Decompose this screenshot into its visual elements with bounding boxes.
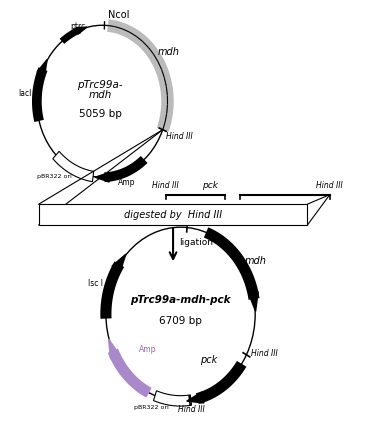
- Text: Amp: Amp: [139, 345, 156, 354]
- Text: ligation: ligation: [179, 238, 213, 247]
- Text: NcoI: NcoI: [108, 10, 130, 20]
- Polygon shape: [53, 151, 94, 182]
- Text: Hind III: Hind III: [152, 181, 179, 190]
- Text: mdh: mdh: [244, 256, 267, 266]
- Polygon shape: [249, 291, 258, 312]
- FancyBboxPatch shape: [39, 204, 308, 225]
- Text: lacI: lacI: [18, 89, 32, 98]
- Text: ptrc: ptrc: [71, 22, 86, 31]
- Text: Hind III: Hind III: [178, 406, 205, 414]
- Text: pck: pck: [202, 181, 218, 190]
- Polygon shape: [76, 27, 87, 34]
- Text: digested by  Hind III: digested by Hind III: [124, 210, 222, 219]
- Text: Hind III: Hind III: [167, 132, 193, 141]
- Text: pBR322 ori: pBR322 ori: [37, 174, 72, 179]
- Text: pTrc99a-: pTrc99a-: [77, 80, 123, 90]
- Polygon shape: [109, 339, 120, 359]
- Text: mdh: mdh: [89, 90, 112, 101]
- Text: NcoI: NcoI: [191, 213, 212, 223]
- Text: mdh: mdh: [158, 48, 180, 57]
- Polygon shape: [95, 173, 109, 182]
- Text: Isc I: Isc I: [88, 279, 103, 288]
- Text: Ptrc: Ptrc: [171, 217, 187, 226]
- Polygon shape: [37, 59, 47, 76]
- Text: Amp: Amp: [118, 178, 136, 187]
- Text: pTrc99a-mdh-pck: pTrc99a-mdh-pck: [130, 295, 231, 305]
- Polygon shape: [153, 391, 191, 406]
- Text: 6709 bp: 6709 bp: [159, 316, 202, 326]
- Text: pBR322 ori: pBR322 ori: [134, 405, 169, 410]
- Polygon shape: [187, 392, 204, 403]
- Text: Hind III: Hind III: [317, 181, 343, 190]
- Text: Hind III: Hind III: [251, 349, 277, 358]
- Polygon shape: [112, 254, 126, 273]
- Text: pck: pck: [200, 355, 217, 365]
- Text: 5059 bp: 5059 bp: [79, 109, 122, 119]
